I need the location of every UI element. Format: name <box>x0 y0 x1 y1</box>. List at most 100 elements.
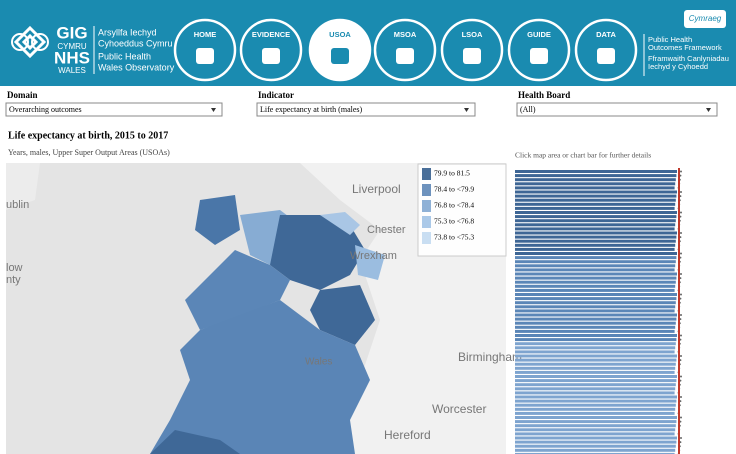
bar[interactable] <box>515 174 677 178</box>
dropdown-arrow[interactable] <box>706 108 711 112</box>
nav-label[interactable]: GUIDE <box>527 30 551 39</box>
language-button-text[interactable]: Cymraeg <box>689 14 722 23</box>
bar[interactable] <box>515 288 675 292</box>
bar[interactable] <box>515 227 675 231</box>
bar[interactable] <box>515 182 676 186</box>
bar[interactable] <box>515 428 676 432</box>
bar[interactable] <box>515 260 676 264</box>
nav-label[interactable]: HOME <box>194 30 217 39</box>
bar[interactable] <box>515 448 676 452</box>
bar[interactable] <box>515 366 676 370</box>
bar[interactable] <box>515 440 677 444</box>
bar[interactable] <box>515 313 677 317</box>
bar[interactable] <box>515 444 676 448</box>
legend-box <box>417 163 507 257</box>
nav-icon[interactable] <box>196 48 214 64</box>
bar[interactable] <box>515 264 676 268</box>
bar[interactable] <box>515 342 676 346</box>
bar[interactable] <box>515 387 676 391</box>
bar[interactable] <box>515 305 676 309</box>
bar[interactable] <box>515 362 676 366</box>
bar[interactable] <box>515 284 676 288</box>
bar[interactable] <box>515 346 676 350</box>
nav-label[interactable]: EVIDENCE <box>252 30 290 39</box>
bar[interactable] <box>515 424 676 428</box>
bar[interactable] <box>515 219 676 223</box>
bar[interactable] <box>515 223 676 227</box>
bar[interactable] <box>515 215 677 219</box>
nav-icon[interactable] <box>463 48 481 64</box>
bar[interactable] <box>515 194 677 198</box>
nav-icon[interactable] <box>597 48 615 64</box>
bar[interactable] <box>515 252 677 255</box>
bar[interactable] <box>515 243 676 247</box>
bar[interactable] <box>515 239 676 243</box>
dropdown-arrow[interactable] <box>211 108 216 112</box>
bar[interactable] <box>515 395 677 399</box>
bar[interactable] <box>515 293 677 296</box>
bar[interactable] <box>515 420 677 424</box>
nav-icon[interactable] <box>396 48 414 64</box>
nav-label[interactable]: DATA <box>596 30 616 39</box>
bar[interactable] <box>515 186 675 190</box>
bar[interactable] <box>515 379 677 383</box>
bar[interactable] <box>515 247 675 251</box>
bar[interactable] <box>515 416 677 419</box>
dropdown[interactable] <box>516 102 718 117</box>
dropdown-value[interactable]: Overarching outcomes <box>9 105 82 114</box>
bar[interactable] <box>515 206 675 210</box>
dropdown-value[interactable]: (All) <box>520 105 536 114</box>
bar[interactable] <box>515 256 677 260</box>
bar[interactable] <box>515 309 675 313</box>
bar[interactable] <box>515 329 675 333</box>
bar[interactable] <box>515 321 676 325</box>
bar[interactable] <box>515 317 677 321</box>
bar-dot <box>680 293 682 296</box>
bar[interactable] <box>515 190 677 194</box>
bar[interactable] <box>515 452 675 454</box>
bar[interactable] <box>515 268 675 272</box>
bar[interactable] <box>515 334 677 337</box>
bar[interactable] <box>515 403 676 407</box>
bar[interactable] <box>515 383 676 387</box>
bar[interactable] <box>515 235 677 239</box>
bar[interactable] <box>515 202 676 206</box>
bar[interactable] <box>515 358 677 362</box>
bar[interactable] <box>515 399 677 403</box>
dropdown[interactable] <box>5 102 223 117</box>
nav-icon[interactable] <box>262 48 280 64</box>
bar[interactable] <box>515 411 675 415</box>
bar[interactable] <box>515 301 676 305</box>
nav-icon[interactable] <box>331 48 349 64</box>
language-button[interactable] <box>684 10 726 28</box>
bar[interactable] <box>515 354 677 358</box>
bar-dot <box>680 437 682 439</box>
bar[interactable] <box>515 436 677 440</box>
nav-icon[interactable] <box>530 48 548 64</box>
bar-dot <box>680 170 682 173</box>
dropdown-arrow[interactable] <box>464 108 469 112</box>
bar[interactable] <box>515 272 677 276</box>
bar[interactable] <box>515 211 677 214</box>
bar-chart <box>515 168 682 454</box>
bar[interactable] <box>515 231 677 235</box>
dropdown-value[interactable]: Life expectancy at birth (males) <box>260 105 363 114</box>
bar[interactable] <box>515 178 676 182</box>
nav-label[interactable]: MSOA <box>394 30 417 39</box>
bar[interactable] <box>515 276 677 280</box>
bar[interactable] <box>515 198 676 202</box>
bar[interactable] <box>515 280 676 284</box>
bar[interactable] <box>515 375 677 378</box>
nav-label[interactable]: USOA <box>329 30 351 39</box>
nav-label[interactable]: LSOA <box>462 30 483 39</box>
bar[interactable] <box>515 350 675 354</box>
dropdown[interactable] <box>256 102 476 117</box>
bar[interactable] <box>515 325 676 329</box>
bar[interactable] <box>515 432 675 436</box>
bar[interactable] <box>515 370 675 374</box>
bar[interactable] <box>515 407 676 411</box>
bar[interactable] <box>515 338 677 342</box>
bar[interactable] <box>515 170 677 173</box>
bar[interactable] <box>515 297 677 301</box>
bar[interactable] <box>515 391 675 395</box>
